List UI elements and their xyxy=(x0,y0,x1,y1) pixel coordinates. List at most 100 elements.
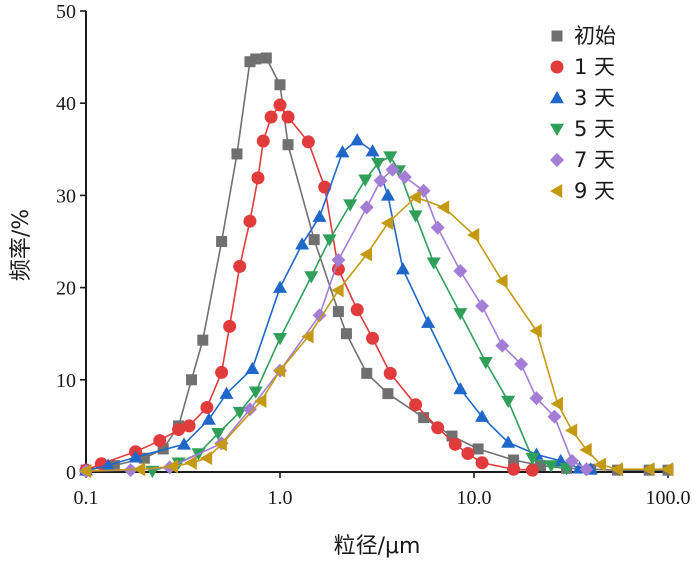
data-point xyxy=(559,463,574,476)
data-point xyxy=(331,262,345,276)
data-point xyxy=(361,367,373,379)
data-point xyxy=(453,308,468,321)
legend-item: 7 天 xyxy=(550,148,615,172)
data-point xyxy=(446,430,458,442)
data-point xyxy=(397,169,412,184)
data-point xyxy=(256,134,270,148)
data-point xyxy=(331,252,346,267)
data-point xyxy=(529,323,542,338)
data-point xyxy=(231,148,243,160)
legend-marker xyxy=(550,60,564,74)
legend-marker xyxy=(550,153,564,167)
series-line xyxy=(152,155,567,472)
data-point xyxy=(176,437,191,450)
series-line xyxy=(85,168,587,472)
legend-label: 初始 xyxy=(574,24,616,48)
data-point xyxy=(472,443,484,455)
y-tick-label: 20 xyxy=(56,278,76,300)
data-point xyxy=(579,462,594,477)
data-point xyxy=(501,435,516,448)
data-point xyxy=(382,388,394,400)
data-point xyxy=(101,458,116,471)
x-tick-label: 0.1 xyxy=(74,487,99,509)
legend-item: 初始 xyxy=(551,24,616,48)
data-point xyxy=(244,56,256,68)
data-point xyxy=(273,333,287,346)
data-point xyxy=(365,144,380,157)
data-point xyxy=(431,421,445,435)
data-point xyxy=(507,462,521,476)
data-point xyxy=(295,237,310,250)
data-point xyxy=(186,374,198,386)
series-2 xyxy=(79,133,598,476)
data-point xyxy=(395,262,410,275)
data-point xyxy=(495,274,508,289)
data-point xyxy=(408,190,421,205)
data-point xyxy=(529,391,544,406)
series-layer xyxy=(79,52,674,479)
series-5 xyxy=(79,190,674,479)
data-point xyxy=(281,110,295,124)
data-point xyxy=(245,361,260,374)
data-point xyxy=(534,460,546,472)
data-point xyxy=(108,460,120,472)
data-point xyxy=(350,133,365,146)
x-tick-label: 1.0 xyxy=(268,487,293,509)
data-point xyxy=(133,462,146,477)
data-point xyxy=(408,210,423,223)
data-point xyxy=(251,171,265,185)
data-point xyxy=(232,406,247,420)
data-point xyxy=(312,209,327,222)
ticks: 0 10 20 30 40 50 0.1 1.0 10.0 100.0 xyxy=(56,1,691,509)
data-point xyxy=(332,306,344,318)
data-point xyxy=(273,363,286,378)
data-point xyxy=(274,79,286,91)
data-point xyxy=(197,334,209,346)
series-4 xyxy=(79,162,594,479)
legend-label: 1 天 xyxy=(574,55,615,79)
data-point xyxy=(172,423,186,437)
data-point xyxy=(448,437,462,451)
data-point xyxy=(508,454,520,466)
data-point xyxy=(409,398,423,412)
data-point xyxy=(157,443,169,455)
data-point xyxy=(215,365,229,379)
data-point xyxy=(593,457,606,472)
axes xyxy=(85,11,668,473)
data-point xyxy=(380,216,394,231)
data-point xyxy=(544,460,559,473)
x-axis-title: 粒径/μm xyxy=(334,534,421,559)
data-point xyxy=(373,173,388,188)
x-tick-label: 100.0 xyxy=(646,487,691,509)
series-line xyxy=(85,103,533,471)
data-point xyxy=(475,456,489,470)
data-point xyxy=(250,53,262,65)
data-point xyxy=(138,452,150,464)
data-point xyxy=(233,259,247,273)
data-point xyxy=(475,409,490,422)
data-point xyxy=(366,331,380,345)
data-point xyxy=(304,271,319,284)
data-point xyxy=(199,451,213,466)
data-point xyxy=(340,328,352,340)
x-tick-label: 10.0 xyxy=(457,487,492,509)
data-point xyxy=(322,234,337,247)
data-point xyxy=(350,303,364,317)
data-point xyxy=(312,308,327,323)
y-tick-label: 10 xyxy=(56,370,76,392)
series-0 xyxy=(80,52,674,476)
data-point xyxy=(514,357,529,372)
legend-marker xyxy=(550,123,564,136)
data-point xyxy=(385,162,400,177)
data-point xyxy=(421,315,436,328)
data-point xyxy=(211,428,226,441)
data-point xyxy=(475,299,490,314)
data-point xyxy=(273,98,287,112)
data-point xyxy=(242,402,257,417)
data-point xyxy=(358,174,373,187)
series-3 xyxy=(145,151,574,479)
data-point xyxy=(501,395,516,409)
legend-marker xyxy=(551,30,563,42)
data-point xyxy=(216,236,228,247)
